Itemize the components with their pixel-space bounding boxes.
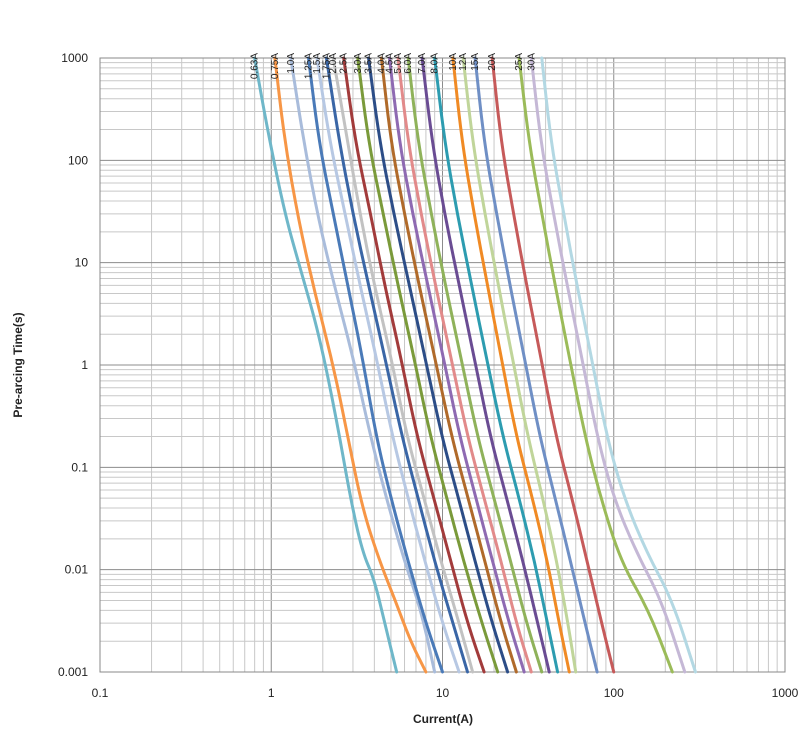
series-line bbox=[529, 56, 687, 674]
series-line bbox=[253, 56, 399, 674]
x-tick-label: 0.1 bbox=[92, 686, 109, 700]
series-label: 1.0A bbox=[286, 53, 297, 74]
series-line bbox=[461, 56, 578, 674]
series-label: 1.25A bbox=[303, 53, 314, 79]
series-line bbox=[356, 56, 500, 674]
series-line bbox=[473, 56, 599, 674]
y-tick-label: 0.1 bbox=[71, 460, 88, 474]
series-line bbox=[433, 56, 560, 674]
series-label: 30A bbox=[526, 53, 537, 71]
series-line bbox=[540, 56, 697, 674]
series-label: 4.5A bbox=[384, 53, 395, 74]
series-line bbox=[420, 56, 551, 674]
series-label: 5.0A bbox=[393, 53, 404, 74]
series-label: 3.0A bbox=[353, 53, 364, 74]
x-tick-labels: 0.1 1 10 100 1000 bbox=[92, 686, 799, 700]
series-label: 0.75A bbox=[270, 53, 281, 79]
series-label: 8.0A bbox=[430, 53, 441, 74]
y-tick-label: 1000 bbox=[61, 51, 88, 65]
series-label: 0.63A bbox=[250, 53, 261, 79]
series-label: 12A bbox=[458, 53, 469, 71]
series-line bbox=[451, 56, 571, 674]
series-line bbox=[273, 56, 428, 674]
y-tick-label: 0.001 bbox=[58, 665, 88, 679]
series-line bbox=[306, 56, 444, 674]
y-axis-title: Pre-arcing Time(s) bbox=[11, 312, 25, 417]
series-label: 15A bbox=[470, 53, 481, 71]
x-tick-label: 100 bbox=[604, 686, 624, 700]
series-line bbox=[387, 56, 526, 674]
series-lines bbox=[253, 56, 697, 674]
series-line bbox=[315, 56, 461, 674]
series-label: 4.0A bbox=[376, 53, 387, 74]
series-label: 1.5A bbox=[312, 53, 323, 74]
series-label: 10A bbox=[448, 53, 459, 71]
series-line bbox=[324, 56, 470, 674]
series-label: 2.0A bbox=[328, 53, 339, 74]
series-line bbox=[367, 56, 510, 674]
grid-lines bbox=[99, 58, 785, 673]
x-axis-title: Current(A) bbox=[413, 712, 473, 726]
series-label: 6.0A bbox=[403, 53, 414, 74]
y-tick-label: 1 bbox=[81, 358, 88, 372]
series-line bbox=[517, 56, 674, 674]
series-line bbox=[379, 56, 518, 674]
series-line bbox=[396, 56, 533, 674]
series-label: 2.5A bbox=[339, 53, 350, 74]
series-label: 3.5A bbox=[364, 53, 375, 74]
series-line bbox=[342, 56, 486, 674]
series-line bbox=[490, 56, 616, 674]
series-label: 1.75A bbox=[321, 53, 332, 79]
series-label: 7.0A bbox=[417, 53, 428, 74]
x-tick-label: 1 bbox=[268, 686, 275, 700]
y-tick-labels: 0.001 0.01 0.1 1 10 100 1000 bbox=[58, 51, 88, 679]
series-label: 25A bbox=[514, 53, 525, 71]
x-tick-label: 1000 bbox=[772, 686, 799, 700]
series-line bbox=[289, 56, 437, 674]
series-line bbox=[331, 56, 475, 674]
y-tick-label: 0.01 bbox=[65, 563, 89, 577]
series-label: 20A bbox=[487, 53, 498, 71]
x-tick-label: 10 bbox=[436, 686, 450, 700]
series-line bbox=[406, 56, 544, 674]
y-tick-label: 100 bbox=[68, 153, 88, 167]
y-tick-label: 10 bbox=[75, 256, 89, 270]
